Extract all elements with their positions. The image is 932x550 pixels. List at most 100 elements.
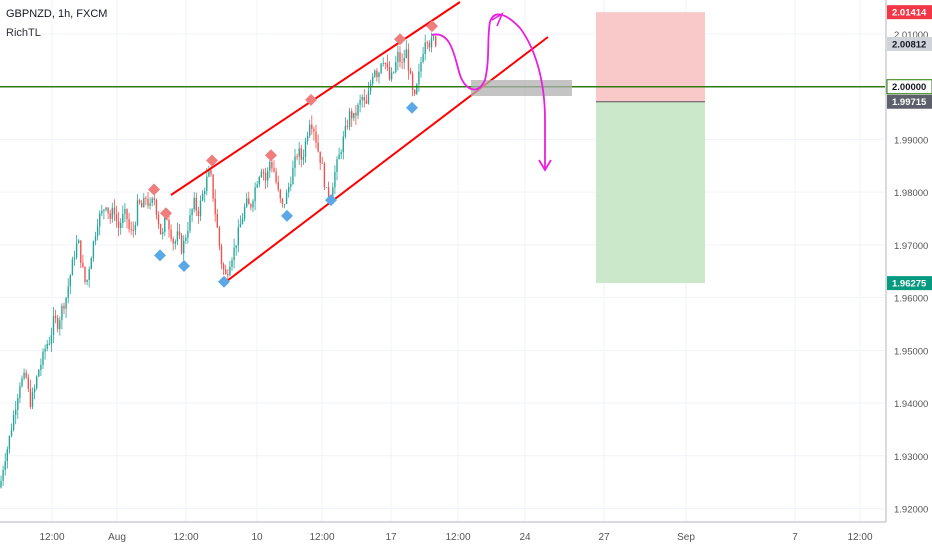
candle-body — [116, 214, 117, 221]
candle-body — [250, 204, 251, 207]
candle-body — [74, 257, 75, 259]
candle-body — [152, 198, 153, 203]
candle — [435, 36, 436, 48]
candle-body — [265, 173, 266, 181]
candle-body — [263, 172, 264, 173]
time-tick-label: 27 — [598, 532, 610, 543]
price-tick-label: 1.95000 — [894, 346, 928, 357]
candle-body — [131, 229, 132, 230]
candle-body — [284, 204, 285, 205]
candle-body — [187, 231, 188, 238]
candle-body — [133, 230, 134, 231]
candle-body — [21, 378, 22, 386]
candle-body — [338, 154, 339, 159]
time-tick-label: 12:00 — [173, 532, 198, 543]
candle-body — [372, 77, 373, 84]
candle-body — [320, 152, 321, 163]
candle-body — [200, 201, 201, 216]
candle-body — [296, 156, 297, 157]
time-tick-label: 10 — [251, 532, 263, 543]
price-tick-label: 1.93000 — [894, 452, 928, 463]
candle-body — [395, 62, 396, 72]
candle-body — [202, 194, 203, 201]
candle-body — [128, 219, 129, 229]
candle-body — [185, 238, 186, 241]
candle-body — [196, 198, 197, 211]
candle-body — [399, 52, 400, 62]
candle-body — [42, 352, 43, 365]
candle-body — [173, 239, 174, 244]
candle-body — [427, 42, 428, 43]
candle-body — [65, 298, 66, 309]
candle-body — [246, 198, 247, 206]
candle-body — [91, 258, 92, 269]
candle-body — [267, 171, 268, 181]
candle-body — [118, 221, 119, 228]
indicator-label[interactable]: RichTL — [6, 27, 41, 39]
time-tick-label: 12:00 — [847, 532, 872, 543]
candle-body — [374, 71, 375, 77]
candle-body — [0, 481, 1, 487]
candle-body — [294, 156, 295, 167]
candle-body — [378, 73, 379, 77]
time-tick-label: 12:00 — [309, 532, 334, 543]
candle-body — [317, 142, 318, 151]
candle-body — [364, 97, 365, 100]
candle-body — [435, 37, 436, 46]
candle-body — [72, 259, 73, 275]
candle-body — [168, 220, 169, 229]
position-zones — [596, 12, 705, 283]
candle-body — [385, 63, 386, 64]
candle-body — [269, 162, 270, 171]
candle-body — [212, 174, 213, 198]
candle — [72, 257, 73, 276]
candle-body — [139, 200, 140, 202]
price-axis[interactable]: 2.01000 1.99000 1.98000 1.97000 1.96000 1.950… — [886, 0, 932, 550]
price-label-stop-loss: 2.01414 — [892, 8, 927, 19]
candle-body — [233, 248, 234, 260]
candle-body — [236, 245, 237, 247]
candle-body — [391, 72, 392, 79]
take-profit-zone — [596, 102, 705, 283]
candle-body — [221, 246, 222, 264]
candle-body — [5, 461, 6, 470]
candle-body — [410, 70, 411, 74]
candle-body — [40, 365, 41, 370]
candle-body — [141, 203, 142, 207]
candle — [91, 257, 92, 270]
candle-body — [126, 209, 127, 219]
price-tick-label: 1.92000 — [894, 505, 928, 516]
candle-body — [431, 38, 432, 47]
symbol-title: GBPNZD, 1h, FXCM — [6, 8, 107, 20]
candle-body — [61, 306, 62, 320]
candle-body — [244, 207, 245, 219]
candle-body — [93, 241, 94, 258]
candle-body — [17, 398, 18, 410]
candle — [84, 266, 85, 284]
candle-body — [307, 136, 308, 141]
candle-body — [110, 213, 111, 218]
candle-body — [380, 64, 381, 73]
price-tick-label: 1.94000 — [894, 399, 928, 410]
candle-body — [229, 267, 230, 275]
candle-body — [210, 170, 211, 175]
candle-body — [418, 72, 419, 85]
candle-body — [114, 208, 115, 215]
candle-body — [366, 100, 367, 103]
candle-body — [357, 105, 358, 116]
candle-body — [145, 198, 146, 199]
candle-body — [336, 159, 337, 172]
candle-body — [179, 231, 180, 235]
candle-body — [271, 162, 272, 168]
candle-body — [30, 389, 31, 407]
price-tick-label: 1.96000 — [894, 294, 928, 305]
candle-body — [433, 37, 434, 38]
candle-body — [223, 264, 224, 269]
candle — [416, 83, 417, 95]
candle-body — [387, 64, 388, 68]
candle-body — [227, 274, 228, 275]
candle-body — [34, 388, 35, 392]
candle-body — [425, 42, 426, 54]
candle-body — [311, 125, 312, 129]
